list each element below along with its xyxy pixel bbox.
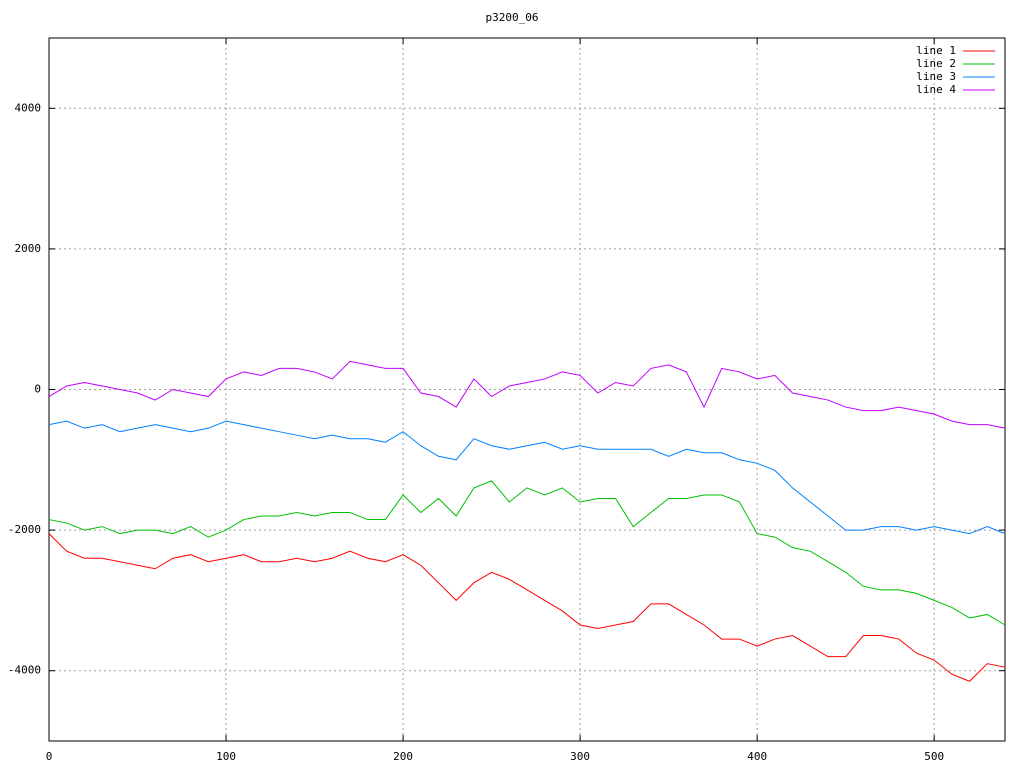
x-tick-label: 500 bbox=[924, 750, 944, 763]
x-tick-label: 100 bbox=[216, 750, 236, 763]
legend-label: line 2 bbox=[916, 57, 956, 70]
data-line bbox=[48, 420, 1006, 535]
x-tick-label: 0 bbox=[46, 750, 53, 763]
legend-label: line 4 bbox=[916, 83, 956, 96]
x-tick-label: 400 bbox=[747, 750, 767, 763]
y-tick-label: 0 bbox=[34, 383, 41, 396]
legend-label: line 1 bbox=[916, 44, 956, 57]
data-line bbox=[48, 360, 1006, 429]
legend-label: line 3 bbox=[916, 70, 956, 83]
chart-title: p3200_06 bbox=[486, 11, 539, 24]
data-line bbox=[48, 480, 1006, 626]
x-tick-label: 200 bbox=[393, 750, 413, 763]
y-tick-label: -4000 bbox=[8, 664, 41, 677]
y-tick-label: 2000 bbox=[15, 242, 42, 255]
data-line bbox=[48, 533, 1006, 682]
x-tick-label: 300 bbox=[570, 750, 590, 763]
y-tick-label: 4000 bbox=[15, 101, 42, 114]
y-tick-label: -2000 bbox=[8, 523, 41, 536]
plot-frame bbox=[48, 37, 1006, 742]
